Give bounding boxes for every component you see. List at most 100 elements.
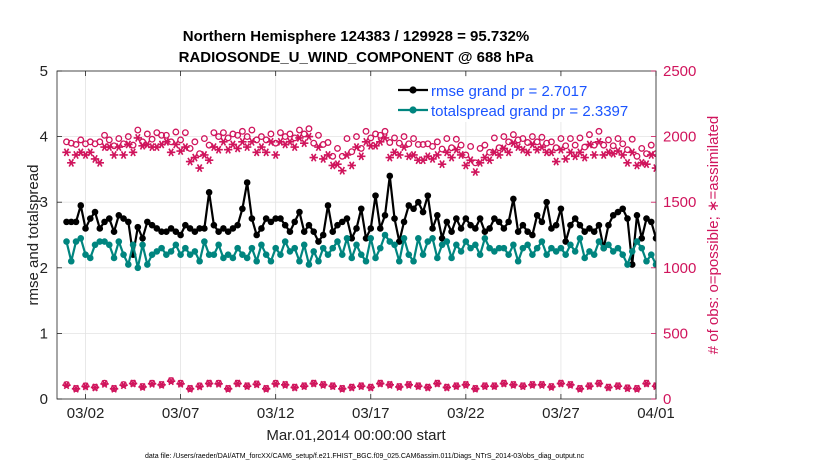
obs_possible-point: [528, 133, 536, 141]
rmse-point: [63, 218, 70, 226]
rmse-point: [543, 198, 550, 206]
totalspread-point: [357, 251, 365, 258]
footnote: data file: /Users/raeder/DAI/ATM_forcXX/…: [145, 453, 585, 460]
obs_assimilated-point: [190, 153, 200, 162]
obs_assimilated-point: [62, 148, 71, 157]
rmse-point: [86, 215, 94, 222]
totalspread-point: [63, 238, 70, 245]
totalspread-point: [253, 257, 260, 265]
obs_assimilated-point: [247, 137, 257, 146]
totalspread-point: [105, 241, 113, 249]
totalspread-point: [205, 251, 213, 258]
rmse-point: [201, 225, 208, 232]
obs_possible-point: [334, 144, 341, 152]
totalspread-point: [201, 238, 208, 245]
totalspread-point: [115, 238, 123, 245]
obs_possible-point: [571, 141, 579, 149]
totalspread-point: [609, 248, 617, 255]
rmse-point: [605, 221, 612, 229]
obs_assimilated-point: [385, 153, 394, 162]
obs_assimilated-point: [90, 154, 100, 163]
rmse-point: [144, 218, 151, 226]
y-right-tick-label: 1500: [663, 194, 696, 211]
obs_assimilated_low-point: [566, 380, 575, 389]
obs_possible-point: [410, 135, 417, 143]
obs_possible-point: [310, 139, 318, 147]
obs_assimilated-point: [418, 156, 428, 165]
rmse-point: [628, 261, 636, 268]
obs_possible-point: [224, 134, 232, 142]
rmse-point: [234, 221, 241, 229]
obs_possible-point: [243, 133, 251, 141]
obs_possible-point: [547, 138, 555, 146]
obs_assimilated-point: [238, 137, 247, 146]
obs_possible-point: [172, 128, 180, 136]
obs_assimilated-point: [105, 143, 114, 152]
rmse-point: [457, 225, 465, 232]
obs_assimilated_low-point: [490, 382, 499, 391]
obs_assimilated_low-point: [623, 384, 632, 393]
rmse-point: [239, 205, 246, 213]
obs_assimilated-point: [185, 157, 195, 166]
obs_assimilated_low-point: [385, 380, 394, 389]
rmse-point: [576, 221, 584, 229]
rmse-point: [67, 218, 75, 226]
totalspread-point: [619, 251, 627, 258]
rmse-point: [424, 192, 432, 199]
rmse-point: [643, 215, 650, 222]
totalspread-point: [376, 244, 384, 252]
rmse-point: [215, 228, 222, 236]
totalspread-point: [476, 251, 484, 258]
rmse-point: [376, 225, 384, 232]
rmse-point: [224, 228, 232, 236]
obs_possible-point: [186, 144, 194, 152]
rmse-point: [163, 228, 170, 236]
rmse-point: [329, 228, 337, 236]
totalspread-point: [652, 261, 656, 268]
obs_assimilated-point: [380, 133, 390, 142]
rmse-point: [105, 215, 113, 222]
obs_possible-point: [647, 141, 655, 149]
rmse-point: [357, 205, 365, 213]
totalspread-point: [72, 238, 80, 245]
obs_assimilated-point: [471, 167, 480, 177]
obs_possible-point: [476, 144, 484, 152]
obs_assimilated-point: [86, 148, 95, 157]
y-right-tick-label: 2000: [663, 129, 696, 146]
totalspread-point: [319, 244, 327, 252]
rmse-point: [590, 228, 598, 236]
obs_assimilated-point: [570, 152, 580, 161]
obs_assimilated-point: [623, 158, 632, 167]
totalspread-point: [638, 244, 646, 252]
obs_possible-point: [505, 138, 513, 146]
obs_assimilated-point: [442, 148, 452, 157]
rmse-point: [125, 218, 132, 226]
rmse-point: [415, 198, 422, 206]
obs_assimilated_low-point: [471, 384, 480, 393]
y-left-tick-label: 1: [40, 325, 48, 342]
rmse-point: [510, 195, 517, 203]
rmse-point: [381, 212, 389, 219]
obs_assimilated-point: [252, 148, 261, 157]
y-right-axis-label: # of obs: o=possible; ∗=assimilated: [705, 116, 722, 355]
obs_assimilated-point: [181, 143, 190, 152]
obs_assimilated-point: [285, 137, 295, 146]
obs_possible-point: [519, 135, 527, 143]
obs_assimilated-point: [428, 154, 437, 163]
obs_possible-point: [452, 135, 460, 143]
obs_possible-point: [343, 135, 351, 143]
y-left-axis-label: rmse and totalspread: [25, 165, 42, 306]
obs_assimilated-point: [119, 150, 128, 160]
rmse-point: [519, 221, 527, 229]
obs_assimilated_low-point: [233, 379, 242, 388]
obs_assimilated_low-point: [280, 380, 290, 389]
rmse-point: [139, 234, 146, 242]
rmse-point: [619, 205, 627, 213]
totalspread-point: [529, 251, 536, 258]
obs_assimilated-point: [399, 143, 409, 152]
chart-title-line2: RADIOSONDE_U_WIND_COMPONENT @ 688 hPa: [179, 49, 534, 66]
obs_possible-point: [101, 131, 108, 139]
rmse-point: [72, 218, 80, 226]
obs_assimilated_low-point: [376, 379, 385, 388]
obs_assimilated_low-point: [509, 380, 518, 389]
